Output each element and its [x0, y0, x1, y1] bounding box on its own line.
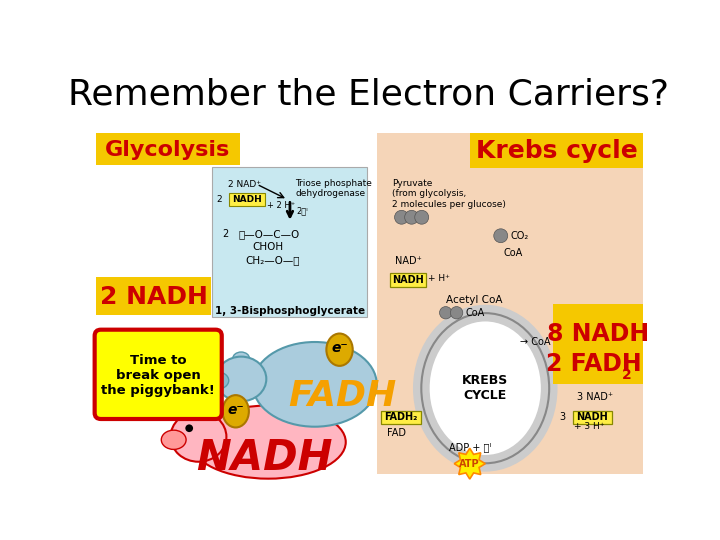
Circle shape — [405, 210, 418, 224]
Text: 2: 2 — [216, 195, 222, 204]
Text: + 2 H⁺: + 2 H⁺ — [266, 201, 295, 210]
Circle shape — [451, 307, 463, 319]
Circle shape — [395, 210, 408, 224]
Text: FADH: FADH — [288, 379, 396, 413]
Text: 2: 2 — [222, 229, 229, 239]
Circle shape — [185, 424, 193, 432]
Circle shape — [567, 349, 581, 363]
Text: CoA: CoA — [466, 308, 485, 318]
Text: 2: 2 — [621, 368, 631, 382]
Text: e⁻: e⁻ — [331, 341, 348, 355]
Text: Glycolysis: Glycolysis — [105, 139, 230, 159]
Ellipse shape — [171, 411, 226, 462]
Ellipse shape — [194, 412, 211, 426]
Circle shape — [494, 229, 508, 242]
Ellipse shape — [216, 356, 266, 401]
Text: CoA: CoA — [503, 248, 522, 259]
FancyBboxPatch shape — [94, 330, 222, 419]
Text: 8 NADH: 8 NADH — [547, 322, 649, 346]
FancyBboxPatch shape — [377, 132, 644, 475]
Text: Krebs cycle: Krebs cycle — [476, 139, 637, 163]
Text: CO₂: CO₂ — [584, 362, 602, 372]
Text: 2Ⓟᴵ: 2Ⓟᴵ — [296, 207, 308, 215]
Text: NADH: NADH — [232, 195, 261, 204]
Ellipse shape — [161, 430, 186, 449]
Text: FAD: FAD — [387, 428, 406, 438]
Text: KREBS
CYCLE: KREBS CYCLE — [462, 374, 508, 402]
Text: + 3 H⁺: + 3 H⁺ — [575, 422, 605, 431]
Text: 2 NAD⁺: 2 NAD⁺ — [228, 180, 261, 188]
FancyBboxPatch shape — [229, 193, 265, 206]
FancyBboxPatch shape — [469, 132, 644, 168]
Text: ADP + Ⓟᴵ: ADP + Ⓟᴵ — [449, 442, 491, 452]
Text: Acetyl CoA: Acetyl CoA — [446, 295, 503, 305]
Text: → CoA: → CoA — [520, 337, 551, 347]
Polygon shape — [454, 448, 485, 479]
Text: Triose phosphate
dehydrogenase: Triose phosphate dehydrogenase — [295, 179, 372, 198]
Text: 2 FADH: 2 FADH — [546, 352, 642, 375]
Text: CO₂: CO₂ — [510, 231, 528, 241]
Text: Pyruvate
(from glycolysis,
2 molecules per glucose): Pyruvate (from glycolysis, 2 molecules p… — [392, 179, 506, 208]
Text: Ⓟ—O—C—O: Ⓟ—O—C—O — [239, 229, 300, 239]
Ellipse shape — [222, 395, 249, 428]
Text: 3 NAD⁺: 3 NAD⁺ — [577, 393, 613, 402]
Text: + H⁺: + H⁺ — [428, 274, 450, 282]
Text: Time to
break open
the piggybank!: Time to break open the piggybank! — [102, 354, 215, 396]
Ellipse shape — [191, 406, 346, 478]
FancyBboxPatch shape — [573, 410, 611, 423]
Text: CH₂—O—Ⓟ: CH₂—O—Ⓟ — [245, 255, 300, 265]
Text: FADH₂: FADH₂ — [384, 413, 418, 422]
Ellipse shape — [233, 352, 250, 366]
Text: Remember the Electron Carriers?: Remember the Electron Carriers? — [68, 77, 670, 111]
Text: e⁻: e⁻ — [228, 403, 244, 417]
Text: NADH: NADH — [576, 411, 608, 422]
Text: 2 NADH: 2 NADH — [99, 285, 207, 308]
Circle shape — [439, 307, 452, 319]
Ellipse shape — [253, 342, 377, 427]
Ellipse shape — [421, 313, 549, 463]
FancyBboxPatch shape — [390, 273, 426, 287]
FancyBboxPatch shape — [381, 410, 421, 423]
Text: NADH: NADH — [196, 436, 333, 478]
Text: 3: 3 — [559, 411, 566, 422]
FancyBboxPatch shape — [554, 303, 644, 384]
Text: ATP: ATP — [459, 458, 480, 469]
Ellipse shape — [326, 334, 353, 366]
FancyBboxPatch shape — [96, 276, 211, 315]
Text: 1, 3-Bisphosphoglycerate: 1, 3-Bisphosphoglycerate — [215, 306, 365, 316]
Text: NAD⁺: NAD⁺ — [395, 256, 421, 266]
Text: NADH: NADH — [392, 275, 423, 286]
FancyBboxPatch shape — [96, 132, 240, 165]
Ellipse shape — [207, 372, 229, 389]
Text: CHOH: CHOH — [253, 242, 284, 252]
Circle shape — [415, 210, 428, 224]
FancyBboxPatch shape — [212, 167, 367, 318]
Text: 2: 2 — [584, 351, 590, 361]
